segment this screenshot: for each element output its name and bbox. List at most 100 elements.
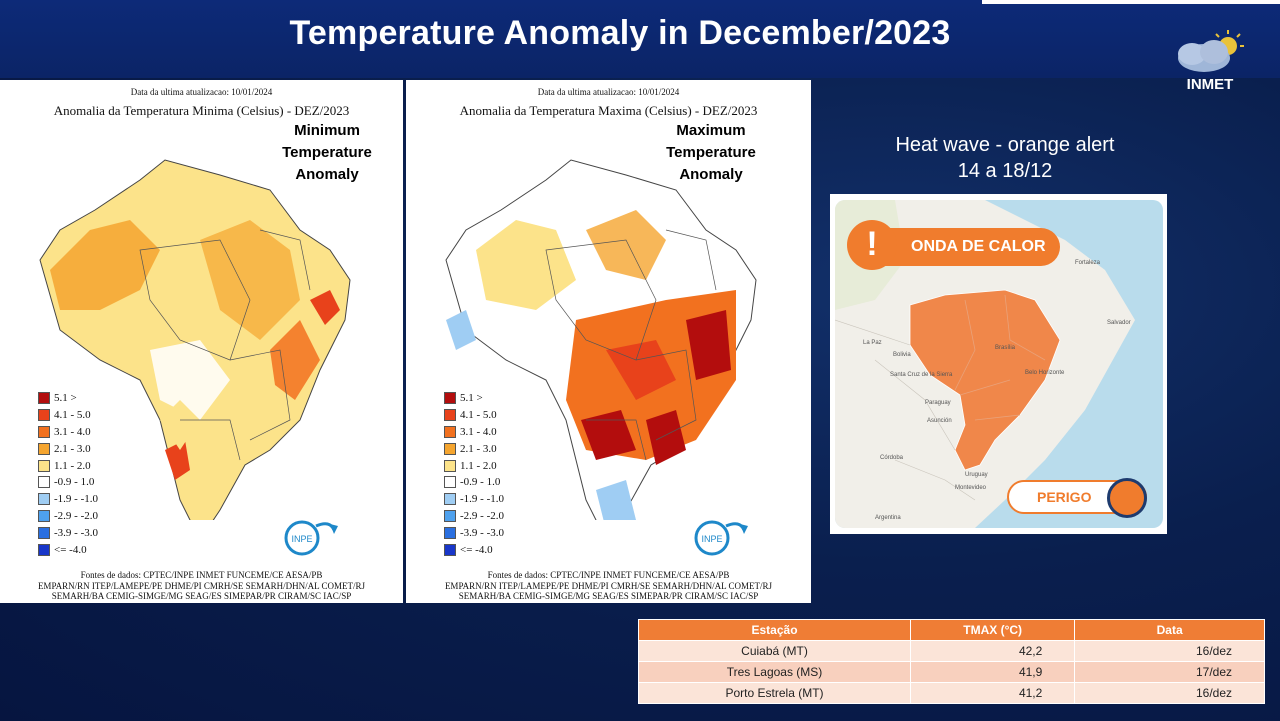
- legend-label: 1.1 - 2.0: [460, 459, 497, 472]
- table-header-row: Estação TMAX (°C) Data: [637, 619, 1265, 641]
- legend-label: <= -4.0: [54, 543, 87, 556]
- legend-label: 2.1 - 3.0: [54, 442, 91, 455]
- header-station: Estação: [637, 619, 912, 641]
- legend-swatch: [444, 493, 456, 506]
- legend-label: 1.1 - 2.0: [54, 459, 91, 472]
- legend-label: -0.9 - 1.0: [54, 476, 95, 489]
- max-map-english-label: Maximum Temperature Anomaly: [646, 120, 776, 186]
- legend-label: 4.1 - 5.0: [54, 409, 91, 422]
- legend-item: 4.1 - 5.0: [444, 407, 504, 424]
- legend-label: 4.1 - 5.0: [460, 409, 497, 422]
- legend-item: 3.1 - 4.0: [444, 424, 504, 441]
- legend-label: -3.9 - -3.0: [54, 526, 98, 539]
- cloud-warning-icon: [1107, 478, 1147, 518]
- max-map-sources: Fontes de dados: CPTEC/INPE INMET FUNCEM…: [406, 570, 811, 602]
- tmax-cell: 42,2: [910, 640, 1076, 662]
- city-label: Uruguay: [965, 472, 988, 478]
- legend-swatch: [444, 526, 456, 539]
- legend-label: -1.9 - -1.0: [54, 493, 98, 506]
- legend-swatch: [38, 526, 50, 539]
- header-tmax: TMAX (°C): [910, 619, 1076, 641]
- legend-item: 2.1 - 3.0: [38, 440, 98, 457]
- legend-item: -2.9 - -2.0: [444, 508, 504, 525]
- legend-swatch: [444, 476, 456, 489]
- legend-label: <= -4.0: [460, 543, 493, 556]
- legend-swatch: [444, 543, 456, 556]
- city-label: Montevideo: [955, 485, 987, 491]
- legend-label: -2.9 - -2.0: [460, 509, 504, 522]
- legend-swatch: [444, 392, 456, 405]
- city-label: Belo Horizonte: [1025, 370, 1065, 376]
- legend-swatch: [38, 509, 50, 522]
- legend-label: 3.1 - 4.0: [54, 425, 91, 438]
- legend-item: -1.9 - -1.0: [38, 491, 98, 508]
- legend-label: 2.1 - 3.0: [460, 442, 497, 455]
- table-row: Tres Lagoas (MS) 41,9 17/dez: [637, 661, 1265, 683]
- city-label: Asunción: [927, 418, 952, 424]
- inmet-logo-text: INMET: [1186, 76, 1234, 93]
- source-line: SEMARH/BA CEMIG-SIMGE/MG SEAG/ES SIMEPAR…: [51, 591, 352, 601]
- cloud-sun-icon: [1178, 30, 1244, 72]
- legend-label: -1.9 - -1.0: [460, 493, 504, 506]
- slide-title: Temperature Anomaly in December/2023: [289, 14, 951, 52]
- station-cell: Cuiabá (MT): [637, 640, 912, 662]
- inpe-logo-text: INPE: [291, 534, 312, 544]
- inmet-logo: INMET: [1168, 26, 1252, 98]
- min-map-english-label: Minimum Temperature Anomaly: [262, 120, 392, 186]
- source-line: SEMARH/BA CEMIG-SIMGE/MG SEAG/ES SIMEPAR…: [458, 591, 759, 601]
- legend-swatch: [444, 409, 456, 422]
- legend-item: 5.1 >: [444, 390, 504, 407]
- legend-swatch: [38, 543, 50, 556]
- date-cell: 17/dez: [1074, 661, 1265, 683]
- city-label: Argentina: [875, 515, 901, 521]
- station-cell: Tres Lagoas (MS): [637, 661, 912, 683]
- legend-item: 3.1 - 4.0: [38, 424, 98, 441]
- legend-item: -3.9 - -3.0: [444, 524, 504, 541]
- legend-swatch: [444, 509, 456, 522]
- legend-item: <= -4.0: [38, 541, 98, 558]
- tmax-cell: 41,2: [910, 682, 1076, 704]
- city-label: Salvador: [1107, 320, 1131, 326]
- city-label: La Paz: [863, 340, 882, 346]
- legend-item: 1.1 - 2.0: [444, 457, 504, 474]
- label-line: Minimum: [294, 122, 360, 139]
- min-updated-date: Data da ultima atualizacao: 10/01/2024: [130, 87, 273, 97]
- source-line: EMPARN/RN ITEP/LAMEPE/PE DHME/PI CMRH/SE…: [444, 580, 773, 591]
- legend-label: 3.1 - 4.0: [460, 425, 497, 438]
- source-line: EMPARN/RN ITEP/LAMEPE/PE DHME/PI CMRH/SE…: [37, 580, 366, 591]
- legend-swatch: [444, 442, 456, 455]
- min-temp-anomaly-panel: Data da ultima atualizacao: 10/01/2024 A…: [0, 80, 403, 603]
- tmax-cell: 41,9: [910, 661, 1076, 683]
- legend-label: -0.9 - 1.0: [460, 476, 501, 489]
- max-map-title: Anomalia da Temperatura Maxima (Celsius)…: [459, 103, 758, 118]
- max-map-legend: 5.1 > 4.1 - 5.0 3.1 - 4.0 2.1 - 3.0 1.1 …: [444, 390, 504, 558]
- table-row: Cuiabá (MT) 42,2 16/dez: [637, 640, 1265, 662]
- city-label: Paraguay: [925, 400, 951, 406]
- inpe-logo-icon: INPE: [694, 520, 748, 556]
- max-anomaly-map: [445, 159, 757, 520]
- min-map-title: Anomalia da Temperatura Minima (Celsius)…: [53, 103, 350, 118]
- label-line: Maximum: [676, 122, 746, 139]
- header-date: Data: [1074, 619, 1265, 641]
- danger-level-badge: PERIGO: [1007, 478, 1147, 518]
- legend-label: 5.1 >: [54, 392, 77, 405]
- date-cell: 16/dez: [1074, 640, 1265, 662]
- heatwave-title-line2: 14 a 18/12: [957, 160, 1053, 182]
- label-line: Temperature: [666, 144, 756, 161]
- legend-item: -3.9 - -3.0: [38, 524, 98, 541]
- heatwave-title-line1: Heat wave - orange alert: [895, 134, 1115, 156]
- inpe-logo: INPE: [690, 516, 750, 560]
- danger-level-label: PERIGO: [1037, 489, 1092, 505]
- legend-label: -2.9 - -2.0: [54, 509, 98, 522]
- legend-swatch: [38, 425, 50, 438]
- legend-item: 4.1 - 5.0: [38, 407, 98, 424]
- city-label: Santa Cruz de la Sierra: [890, 372, 953, 378]
- label-line: Anomaly: [295, 166, 359, 183]
- label-line: Anomaly: [679, 166, 743, 183]
- legend-item: 2.1 - 3.0: [444, 440, 504, 457]
- inpe-logo-icon: INPE: [284, 520, 338, 556]
- heatwave-map: [835, 200, 1163, 528]
- legend-swatch: [38, 459, 50, 472]
- min-map-sources: Fontes de dados: CPTEC/INPE INMET FUNCEM…: [0, 570, 403, 602]
- station-cell: Porto Estrela (MT): [637, 682, 912, 704]
